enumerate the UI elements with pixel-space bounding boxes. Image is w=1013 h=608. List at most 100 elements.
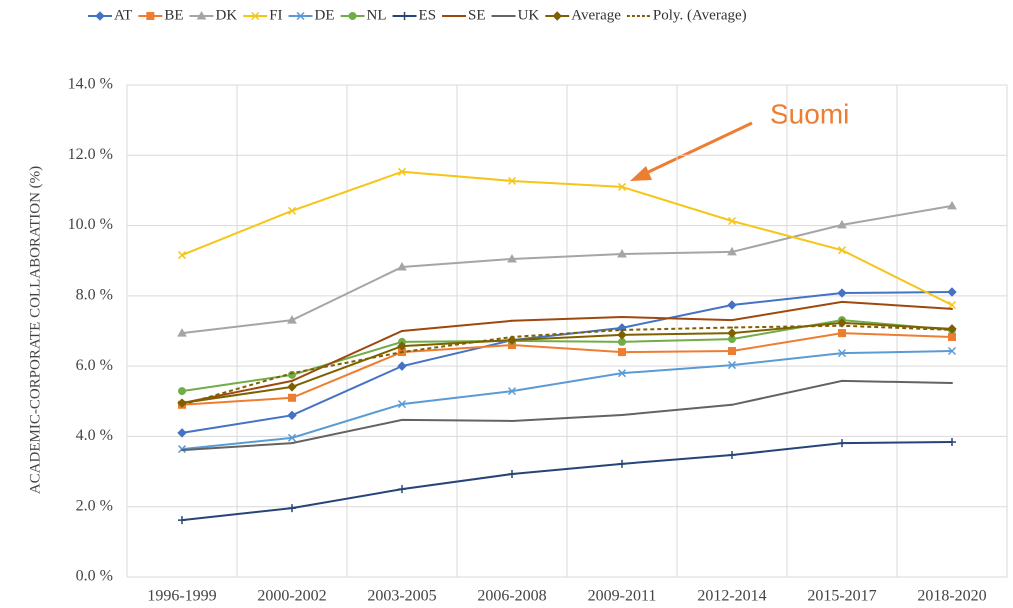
legend-label: DE xyxy=(315,7,335,23)
data-point xyxy=(621,413,623,416)
y-tick-label: 12.0 % xyxy=(68,146,113,163)
data-point xyxy=(947,324,957,334)
data-point xyxy=(727,246,737,256)
data-point xyxy=(511,319,513,322)
data-point xyxy=(841,324,843,327)
data-point xyxy=(177,428,187,438)
x-tick-label: 2015-2017 xyxy=(807,588,876,605)
data-point xyxy=(178,387,186,396)
data-point xyxy=(287,382,297,392)
data-point xyxy=(617,330,627,340)
data-point xyxy=(727,216,737,226)
data-point xyxy=(618,348,626,357)
data-point xyxy=(507,253,517,263)
legend-label: UK xyxy=(518,7,540,23)
legend-label: BE xyxy=(164,7,183,23)
legend-label: Average xyxy=(571,7,621,23)
data-point xyxy=(177,445,187,454)
data-point xyxy=(951,307,953,310)
data-point xyxy=(727,361,737,370)
y-tick-label: 6.0 % xyxy=(76,357,113,374)
data-point xyxy=(838,439,846,448)
legend-marker xyxy=(95,11,105,21)
legend-label: NL xyxy=(367,7,387,23)
data-point xyxy=(837,219,847,229)
data-point xyxy=(731,326,733,329)
data-point xyxy=(841,300,843,303)
data-point xyxy=(401,330,403,332)
series-line xyxy=(181,170,953,306)
legend-label: Poly. (Average) xyxy=(653,7,747,23)
legend-label: SE xyxy=(468,7,486,23)
y-tick-label: 8.0 % xyxy=(76,287,113,304)
data-point xyxy=(287,433,297,442)
legend-label: ES xyxy=(419,7,437,23)
data-point xyxy=(947,347,957,356)
data-point xyxy=(181,449,183,452)
data-point xyxy=(397,167,407,176)
series-line xyxy=(181,321,953,405)
data-point xyxy=(617,369,627,378)
legend-marker xyxy=(296,11,305,21)
annotation: Suomi xyxy=(770,98,849,129)
y-tick-label: 2.0 % xyxy=(76,497,113,514)
data-point xyxy=(397,341,407,351)
data-point xyxy=(511,419,513,422)
data-point xyxy=(728,347,736,356)
data-point xyxy=(621,328,623,331)
legend-marker xyxy=(552,11,562,21)
data-point xyxy=(948,438,956,447)
y-tick-label: 4.0 % xyxy=(76,427,113,444)
series-line xyxy=(181,350,953,451)
data-point xyxy=(288,504,296,513)
annotation-arrow xyxy=(641,121,753,177)
x-tick-label: 2018-2020 xyxy=(917,588,986,605)
legend-label: AT xyxy=(114,7,132,23)
data-point xyxy=(947,200,957,210)
series-line xyxy=(181,324,953,406)
data-point xyxy=(397,361,407,371)
x-tick-label: 1996-1999 xyxy=(147,588,216,605)
y-tick-label: 10.0 % xyxy=(68,216,113,233)
data-point xyxy=(728,451,736,460)
legend-label: DK xyxy=(216,7,238,23)
legend-marker xyxy=(251,11,260,21)
data-point xyxy=(617,182,627,191)
x-tick-label: 2003-2005 xyxy=(367,588,436,605)
data-point xyxy=(511,335,513,338)
data-point xyxy=(731,319,733,322)
data-point xyxy=(398,485,406,494)
series-line xyxy=(181,204,953,335)
y-tick-label: 14.0 % xyxy=(68,76,113,93)
data-point xyxy=(177,251,187,260)
data-point xyxy=(508,470,516,479)
data-point xyxy=(838,329,846,338)
data-point xyxy=(291,442,293,445)
data-point xyxy=(397,262,407,271)
data-point xyxy=(287,206,297,215)
data-point xyxy=(947,300,957,310)
data-point xyxy=(618,459,626,468)
series-line xyxy=(181,300,953,405)
data-point xyxy=(727,300,737,310)
y-axis-label: ACADEMIC-CORPORATE COLLABORATION (%) xyxy=(27,166,43,494)
data-point xyxy=(507,335,517,345)
data-point xyxy=(401,351,403,354)
data-point xyxy=(951,382,953,385)
data-point xyxy=(947,287,957,297)
data-point xyxy=(401,418,403,421)
data-point xyxy=(507,387,517,396)
data-point xyxy=(288,393,296,402)
data-point xyxy=(181,403,183,406)
data-point xyxy=(841,379,843,382)
data-point xyxy=(727,328,737,338)
data-point xyxy=(731,403,733,406)
x-tick-label: 2000-2002 xyxy=(257,588,326,605)
data-point xyxy=(837,246,847,255)
legend-marker xyxy=(400,12,409,20)
annotation-arrowhead xyxy=(630,166,652,181)
data-point xyxy=(291,372,293,375)
legend-label: FI xyxy=(269,7,282,23)
x-tick-label: 2006-2008 xyxy=(477,588,546,605)
